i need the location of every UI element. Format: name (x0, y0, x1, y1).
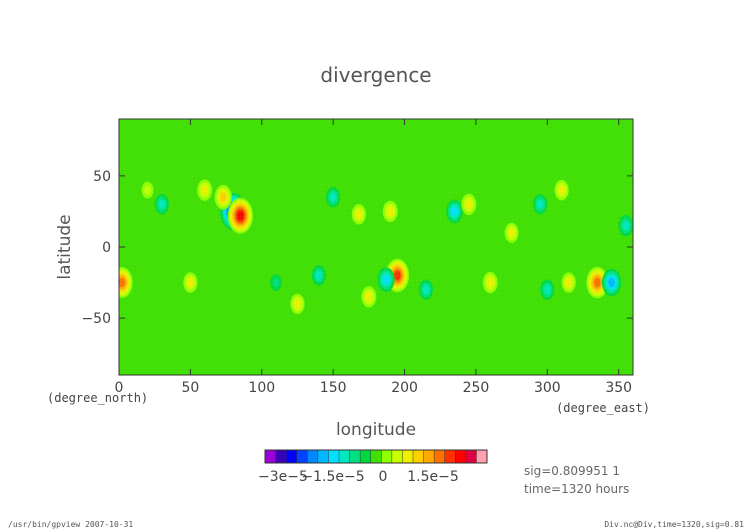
sig-info: sig=0.809951 1 (524, 464, 620, 478)
y-tick-label: −50 (81, 311, 111, 327)
colorbar-label: −3e−5 (258, 469, 308, 485)
colorbar-cell (328, 450, 340, 463)
x-tick-label: 100 (248, 380, 275, 396)
colorbar-cell (381, 450, 393, 463)
colorbar-cell (476, 450, 488, 463)
x-tick-label: 300 (534, 380, 561, 396)
y-tick-label: 0 (102, 240, 111, 256)
colorbar-cell (434, 450, 446, 463)
x-tick-label: 50 (181, 380, 199, 396)
colorbar-cell (423, 450, 435, 463)
plot-area (118, 118, 634, 376)
time-info: time=1320 hours (524, 482, 629, 496)
colorbar-cell (402, 450, 414, 463)
y-tick-label: 50 (93, 169, 111, 185)
y-axis-label: latitude (55, 214, 75, 279)
x-tick-label: 0 (115, 380, 124, 396)
plot-grid-texture (119, 119, 633, 375)
colorbar-cell (413, 450, 424, 463)
colorbar-label: 0 (379, 469, 388, 485)
colorbar-cell (465, 450, 477, 463)
x-axis-unit: (degree_east) (556, 401, 650, 415)
colorbar-cell (339, 450, 350, 463)
x-tick-label: 350 (605, 380, 632, 396)
footer-left: /usr/bin/gpview 2007-10-31 (8, 520, 133, 529)
colorbar-frame (264, 449, 488, 464)
x-tick-label: 250 (463, 380, 490, 396)
x-tick-label: 150 (320, 380, 347, 396)
colorbar: −3e−5−1.5e−5 0 1.5e−5 (258, 449, 488, 485)
colorbar-cell (286, 450, 298, 463)
colorbar-cell (391, 450, 403, 463)
colorbar-cell (307, 450, 319, 463)
chart-title: divergence (320, 63, 431, 87)
y-axis-unit: (degree_north) (47, 391, 148, 405)
colorbar-cell (444, 450, 456, 463)
colorbar-label: 1.5e−5 (407, 469, 459, 485)
colorbar-cell (275, 450, 287, 463)
colorbar-cell (349, 450, 361, 463)
footer-right: Div.nc@Div,time=1320,sig=0.81 (604, 520, 744, 529)
x-tick-label: 200 (391, 380, 418, 396)
colorbar-cell (455, 450, 467, 463)
x-axis-label: longitude (336, 420, 416, 440)
colorbar-cell (296, 450, 308, 463)
colorbar-cell (265, 450, 276, 463)
colorbar-cell (360, 450, 372, 463)
colorbar-label: −1.5e−5 (301, 469, 364, 485)
colorbar-cell (317, 450, 329, 463)
colorbar-cell (370, 450, 382, 463)
